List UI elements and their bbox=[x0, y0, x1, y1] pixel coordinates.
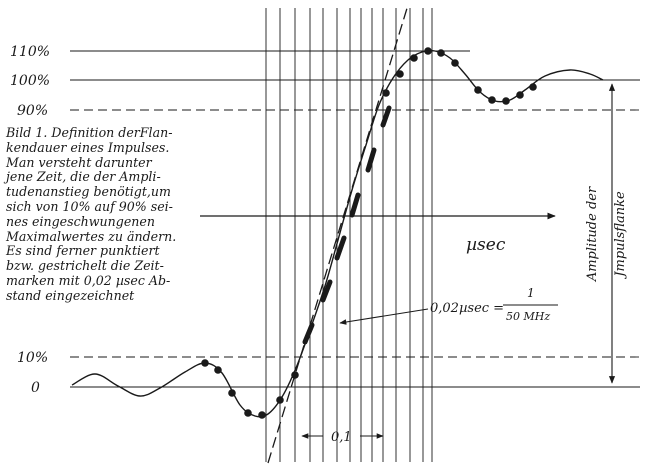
rising-edge-dash bbox=[365, 147, 377, 173]
figure-caption: Bild 1. Definition derFlan- kendauer ein… bbox=[6, 125, 268, 304]
sample-dot bbox=[516, 91, 524, 99]
annotation-pointer bbox=[339, 308, 429, 325]
caption-line: Man versteht darunter bbox=[6, 154, 152, 170]
amplitude-label-line1: Amplitude der bbox=[585, 186, 600, 282]
annotation-numerator: 1 bbox=[527, 286, 535, 300]
caption-line: Es sind ferner punktiert bbox=[6, 243, 160, 259]
rise-tangent-dashed bbox=[267, 4, 409, 464]
sample-dot bbox=[529, 83, 537, 91]
level-label-110: 110% bbox=[10, 44, 50, 60]
caption-line: tudenanstieg benötigt,um bbox=[6, 184, 171, 200]
rising-edge-dash bbox=[380, 105, 392, 128]
sample-dot bbox=[276, 396, 284, 404]
annotation-denominator: 50 MHz bbox=[506, 310, 550, 323]
sample-dot bbox=[244, 409, 252, 417]
amplitude-label-line2: Jmpulsflanke bbox=[613, 191, 628, 280]
time-marker-lines bbox=[265, 8, 433, 462]
sample-dot bbox=[396, 70, 404, 78]
caption-line: stand eingezeichnet bbox=[6, 287, 135, 303]
level-label-90: 90% bbox=[17, 103, 48, 119]
level-label-10: 10% bbox=[17, 350, 48, 366]
pulse-sample-dots bbox=[201, 47, 537, 419]
caption-line: sich von 10% auf 90% sei- bbox=[6, 198, 173, 214]
sample-dot bbox=[474, 86, 482, 94]
caption-line: Maximalwertes zu ändern. bbox=[6, 228, 177, 244]
sample-dot bbox=[451, 59, 459, 67]
caption-line: nes eingeschwungenen bbox=[6, 213, 155, 229]
caption-line: Bild 1. Definition derFlan- bbox=[6, 125, 173, 140]
sample-dot bbox=[424, 47, 432, 55]
level-label-0: 0 bbox=[31, 380, 40, 396]
rising-edge-dash bbox=[349, 192, 361, 218]
interval-label: 0,1 bbox=[331, 430, 352, 445]
sample-dot bbox=[258, 411, 266, 419]
sample-dot bbox=[382, 89, 390, 97]
sample-dot bbox=[488, 96, 496, 104]
caption-line: bzw. gestrichelt die Zeit- bbox=[6, 258, 164, 274]
axis-unit-label: µsec bbox=[466, 235, 506, 255]
rising-edge-dash bbox=[302, 322, 315, 345]
rising-edge-dash bbox=[320, 279, 333, 303]
sample-dot bbox=[410, 54, 418, 62]
sample-dot bbox=[201, 359, 209, 367]
caption-line: jene Zeit, die der Ampli- bbox=[6, 169, 161, 185]
rising-edge-dash bbox=[334, 235, 347, 261]
sample-dot bbox=[291, 371, 299, 379]
caption-line: kendauer eines Impulses. bbox=[6, 139, 170, 155]
sample-dot bbox=[214, 366, 222, 374]
sample-dot bbox=[502, 97, 510, 105]
annotation-value: 0,02µsec = bbox=[430, 301, 504, 316]
caption-line: marken mit 0,02 µsec Ab- bbox=[6, 272, 171, 288]
level-label-100: 100% bbox=[10, 73, 50, 89]
sample-dot bbox=[437, 49, 445, 57]
sample-dot bbox=[228, 389, 236, 397]
